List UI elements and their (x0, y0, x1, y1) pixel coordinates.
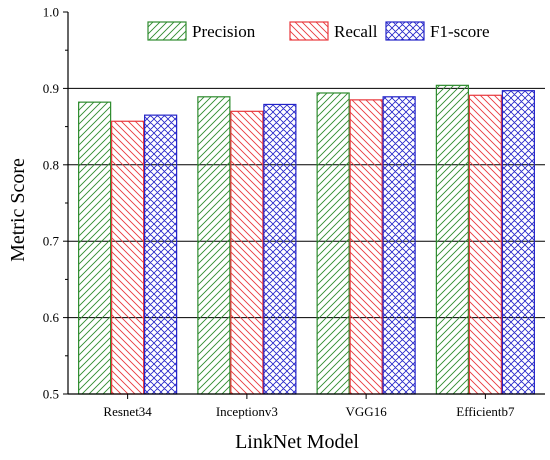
bar-precision (435, 84, 469, 395)
bar-recall (468, 94, 502, 395)
legend-swatch-f1-score (385, 21, 425, 41)
bar-f1-score (144, 114, 178, 395)
y-axis-title: Metric Score (7, 158, 29, 262)
bar-recall (111, 120, 145, 395)
x-tick-label: VGG16 (346, 404, 388, 419)
bar-recall (349, 99, 383, 395)
y-tick-label: 0.9 (43, 81, 59, 96)
legend-label: Recall (334, 22, 378, 41)
y-tick-label: 1.0 (43, 5, 59, 20)
x-tick-label: Inceptionv3 (216, 404, 278, 419)
x-tick-label: Resnet34 (103, 404, 152, 419)
legend: Precision Recall F1-score (147, 21, 489, 41)
legend-swatch-precision (147, 21, 187, 41)
bar-precision (197, 96, 231, 395)
bar-precision (78, 101, 112, 395)
bar-f1-score (263, 103, 297, 395)
y-tick-label: 0.5 (43, 387, 59, 402)
bar-recall (230, 110, 264, 395)
bar-precision (316, 92, 350, 395)
bar-f1-score (501, 90, 535, 395)
x-axis-title: LinkNet Model (235, 431, 359, 453)
legend-label: Precision (192, 22, 256, 41)
y-tick-label: 0.7 (43, 234, 60, 249)
axes: Resnet34 Inceptionv3 VGG16 Efficientb7 0.5 0.… (43, 5, 545, 419)
bars (78, 84, 535, 395)
y-tick-label: 0.8 (43, 157, 59, 172)
bar-f1-score (382, 96, 416, 395)
y-tick-label: 0.6 (43, 310, 60, 325)
x-tick-label: Efficientb7 (456, 404, 515, 419)
legend-swatch-recall (289, 21, 329, 41)
legend-label: F1-score (430, 22, 489, 41)
